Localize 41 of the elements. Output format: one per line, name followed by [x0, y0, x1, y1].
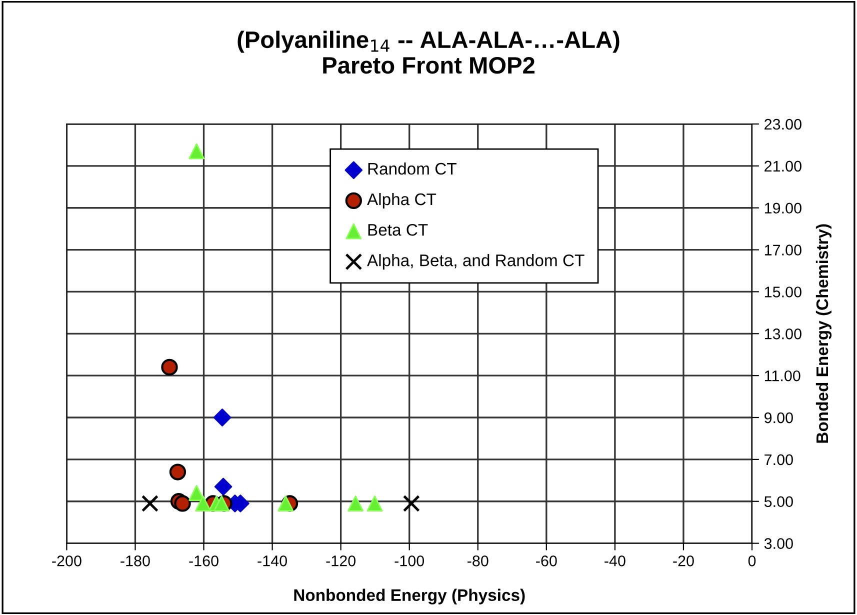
x-tick-label: -120	[326, 556, 356, 566]
x-tick-label: -100	[394, 556, 424, 566]
x-tick-label: -140	[258, 556, 287, 566]
x-tick-label: -200	[52, 556, 82, 566]
y2-tick-label: 3.00	[764, 538, 793, 549]
point	[214, 478, 232, 496]
x-tick-label: -40	[604, 556, 626, 566]
y2-tick-label: 23.00	[764, 118, 802, 130]
x-tick-label: -180	[120, 556, 150, 566]
y2-tick-label: 13.00	[764, 328, 802, 340]
point	[169, 464, 186, 480]
point	[348, 495, 364, 512]
point	[161, 358, 178, 376]
point	[195, 495, 212, 512]
y2-axis-title: Bonded Energy (Chemistry)	[816, 224, 832, 443]
x-axis-title: Nonbonded Energy (Physics)	[294, 588, 525, 604]
point	[188, 143, 205, 160]
x-tick-label: -20	[673, 556, 694, 566]
legend-label: Random CT	[368, 162, 456, 175]
x-tick-label: -160	[189, 556, 218, 566]
legend-label: Alpha, Beta, and Random CT	[367, 254, 584, 270]
legend-label: Alpha CT	[367, 192, 436, 209]
point	[366, 495, 383, 512]
y2-tick-label: 15.00	[764, 286, 802, 298]
y2-tick-label: 19.00	[764, 202, 802, 214]
point	[141, 494, 158, 512]
point	[174, 495, 191, 512]
y2-tick-label: 5.00	[764, 496, 793, 508]
point	[402, 494, 420, 512]
chart-title: (Polyaniline$_{14}$ -- ALA-ALA-…-ALA) Pareto Front MOP2	[238, 30, 620, 74]
y2-tick-label: 17.00	[764, 244, 802, 256]
y2-tick-label: 7.00	[764, 454, 793, 466]
y2-tick-label: 11.00	[764, 370, 800, 382]
x-tick-label: -80	[468, 556, 488, 566]
point	[213, 408, 232, 426]
y2-tick-label: 21.00	[764, 160, 802, 172]
point	[278, 495, 294, 512]
x-tick-label: -60	[536, 556, 557, 566]
y2-tick-label: 9.00	[764, 412, 793, 424]
x-tick-label: 0	[748, 556, 756, 566]
legend-label: Beta CT	[368, 224, 428, 236]
